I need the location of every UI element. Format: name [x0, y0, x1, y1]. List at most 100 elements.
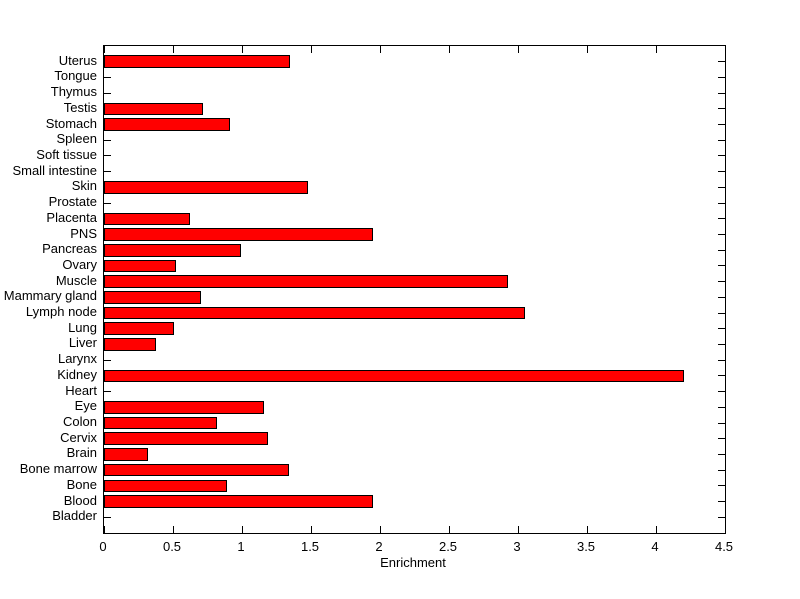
bar-ovary — [104, 259, 176, 273]
x-tick-bottom-3.5 — [586, 526, 588, 533]
y-tick-right-pancreas — [718, 249, 725, 251]
y-tick-label-kidney: Kidney — [57, 366, 97, 382]
x-tick-top-0.5 — [172, 46, 174, 53]
x-tick-top-1 — [241, 46, 243, 53]
y-tick-left-small-intestine — [104, 171, 111, 173]
y-tick-right-ovary — [718, 265, 725, 267]
y-tick-left-prostate — [104, 202, 111, 204]
y-tick-right-thymus — [718, 92, 725, 94]
y-tick-right-kidney — [718, 375, 725, 377]
y-tick-right-cervix — [718, 438, 725, 440]
y-tick-right-lung — [718, 328, 725, 330]
x-tick-bottom-4 — [655, 526, 657, 533]
y-tick-right-brain — [718, 453, 725, 455]
x-tick-bottom-4.5 — [724, 526, 726, 533]
x-tick-top-0 — [103, 46, 105, 53]
y-tick-right-spleen — [718, 139, 725, 141]
x-tick-label-0.5: 0.5 — [162, 539, 182, 554]
y-tick-label-thymus: Thymus — [50, 84, 97, 100]
y-tick-right-placenta — [718, 218, 725, 220]
x-tick-top-2 — [379, 46, 381, 53]
y-tick-right-pns — [718, 234, 725, 236]
x-tick-label-3.5: 3.5 — [576, 539, 596, 554]
bar-bone-marrow — [104, 463, 289, 477]
y-tick-label-eye: Eye — [74, 398, 97, 414]
x-tick-bottom-1.5 — [310, 526, 312, 533]
bar-blood — [104, 495, 374, 508]
y-tick-right-larynx — [718, 359, 725, 361]
y-tick-label-heart: Heart — [65, 382, 97, 398]
y-tick-label-larynx: Larynx — [57, 351, 97, 367]
y-tick-label-placenta: Placenta — [46, 209, 97, 225]
x-tick-label-4.5: 4.5 — [714, 539, 734, 554]
y-tick-right-bone-marrow — [718, 469, 725, 471]
y-tick-left-heart — [104, 391, 111, 393]
y-tick-left-thymus — [104, 92, 111, 94]
x-tick-label-2: 2 — [375, 539, 383, 554]
bar-placenta — [104, 212, 190, 226]
y-tick-label-brain: Brain — [66, 445, 97, 461]
bar-kidney — [104, 369, 684, 383]
bar-eye — [104, 401, 265, 414]
y-tick-label-tongue: Tongue — [54, 68, 97, 84]
y-tick-label-liver: Liver — [68, 335, 97, 351]
bar-brain — [104, 448, 149, 461]
y-tick-label-spleen: Spleen — [56, 131, 97, 147]
y-tick-label-lung: Lung — [68, 319, 97, 335]
x-tick-label-4: 4 — [651, 539, 659, 554]
y-tick-right-lymph-node — [718, 312, 725, 314]
bar-mammary-gland — [104, 291, 201, 304]
bar-lymph-node — [104, 306, 525, 320]
y-tick-right-bone — [718, 485, 725, 487]
x-tick-bottom-1 — [241, 526, 243, 533]
x-tick-label-0: 0 — [99, 539, 107, 554]
bar-pns — [104, 228, 374, 241]
y-tick-right-skin — [718, 186, 725, 188]
y-tick-label-stomach: Stomach — [45, 115, 97, 131]
y-tick-right-tongue — [718, 76, 725, 78]
y-tick-right-prostate — [718, 202, 725, 204]
x-tick-bottom-0 — [103, 526, 105, 533]
y-tick-right-bladder — [718, 516, 725, 518]
y-tick-label-bone: Bone — [66, 476, 97, 492]
y-tick-right-testis — [718, 108, 725, 110]
y-tick-label-bone-marrow: Bone marrow — [19, 461, 97, 477]
bar-cervix — [104, 432, 269, 446]
x-tick-label-3: 3 — [513, 539, 521, 554]
y-tick-label-blood: Blood — [63, 492, 97, 508]
y-tick-right-heart — [718, 391, 725, 393]
y-tick-label-bladder: Bladder — [52, 508, 97, 524]
x-tick-label-2.5: 2.5 — [438, 539, 458, 554]
y-tick-label-skin: Skin — [71, 178, 97, 194]
x-tick-top-2.5 — [448, 46, 450, 53]
x-tick-top-4.5 — [724, 46, 726, 53]
y-tick-right-blood — [718, 501, 725, 503]
y-tick-label-muscle: Muscle — [55, 272, 97, 288]
y-tick-label-colon: Colon — [63, 414, 97, 430]
bar-skin — [104, 181, 309, 194]
x-tick-top-1.5 — [310, 46, 312, 53]
x-tick-top-4 — [655, 46, 657, 53]
y-tick-label-ovary: Ovary — [62, 256, 97, 272]
bar-lung — [104, 322, 175, 336]
bar-uterus — [104, 55, 291, 68]
y-tick-label-pns: PNS — [70, 225, 97, 241]
x-tick-top-3.5 — [586, 46, 588, 53]
x-tick-bottom-2.5 — [448, 526, 450, 533]
x-tick-label-1: 1 — [237, 539, 245, 554]
x-tick-label-1.5: 1.5 — [300, 539, 320, 554]
y-tick-right-soft-tissue — [718, 155, 725, 157]
y-tick-label-cervix: Cervix — [60, 429, 97, 445]
y-tick-label-pancreas: Pancreas — [42, 241, 97, 257]
bar-testis — [104, 102, 204, 116]
y-tick-right-liver — [718, 343, 725, 345]
bar-colon — [104, 416, 218, 430]
bar-liver — [104, 338, 157, 351]
y-tick-label-prostate: Prostate — [48, 194, 97, 210]
y-tick-left-soft-tissue — [104, 155, 111, 157]
x-tick-bottom-0.5 — [172, 526, 174, 533]
plot-area — [103, 45, 726, 534]
x-tick-top-3 — [517, 46, 519, 53]
y-tick-right-muscle — [718, 281, 725, 283]
